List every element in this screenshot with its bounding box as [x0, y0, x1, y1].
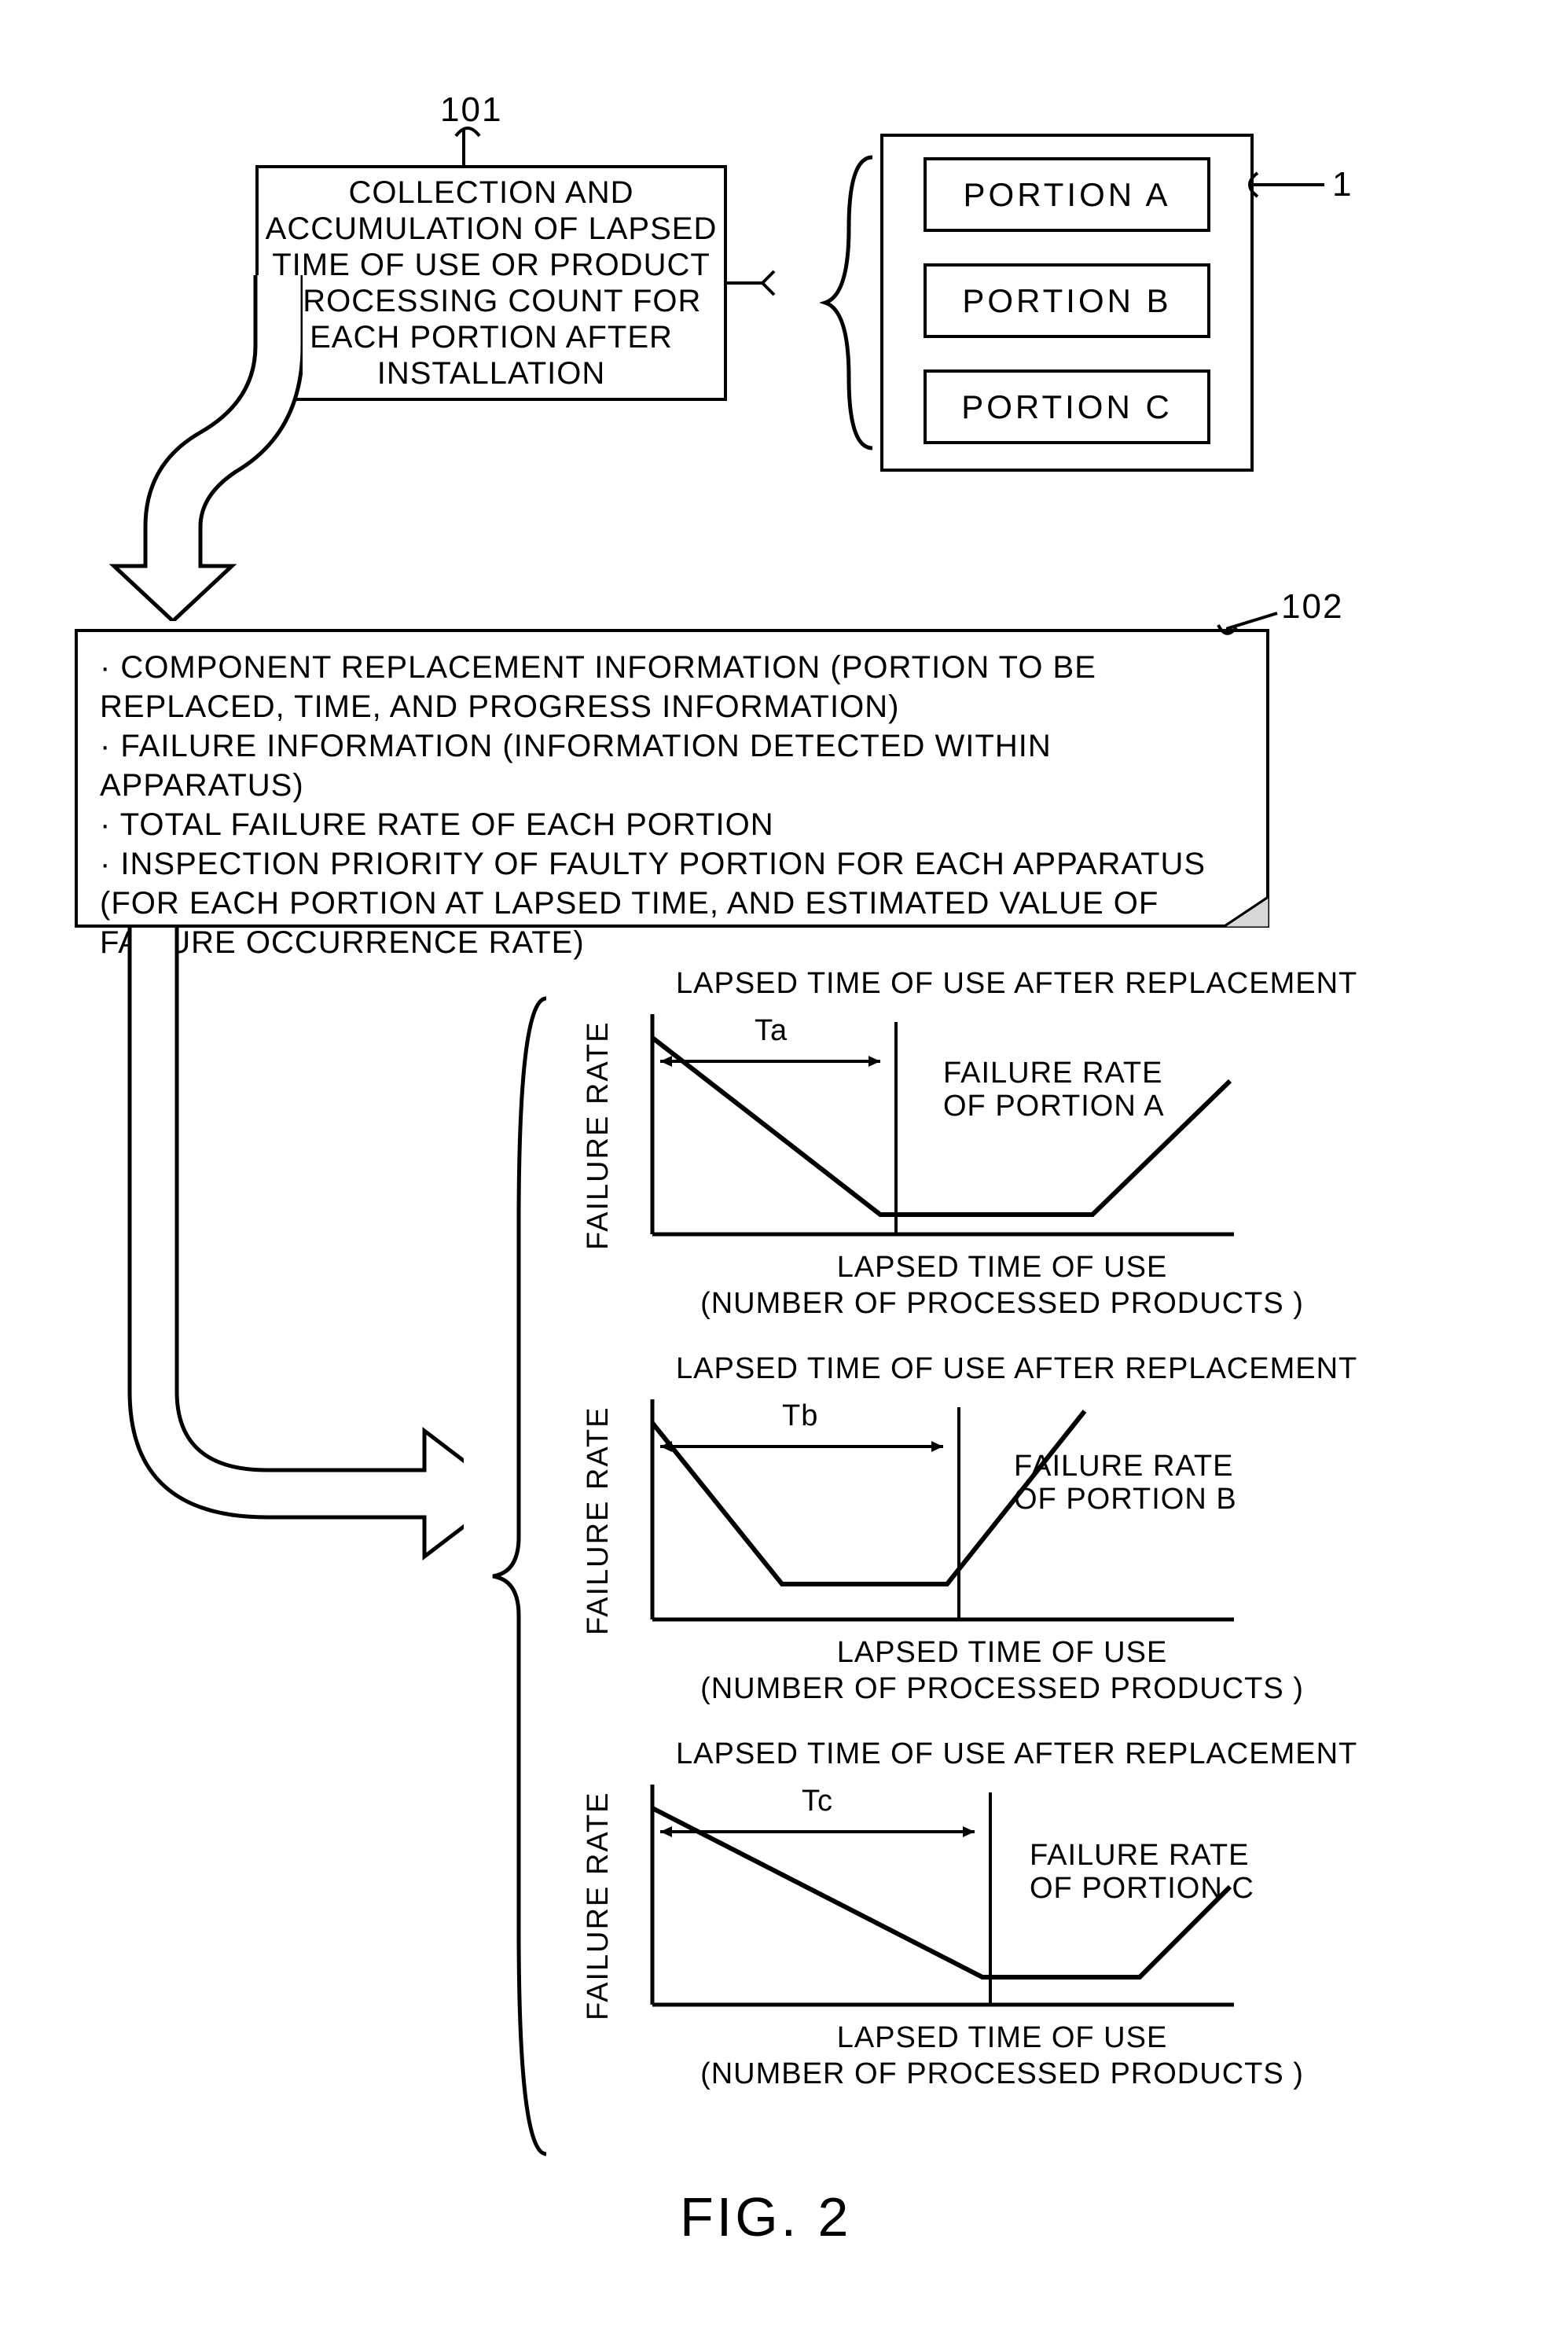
brace-charts: [483, 987, 554, 2166]
label-1: 1: [1332, 165, 1353, 204]
figure-caption: FIG. 2: [680, 2185, 851, 2248]
chart-b-inside: FAILURE RATE OF PORTION B: [1014, 1450, 1237, 1516]
label-102: 102: [1281, 587, 1343, 627]
chart-c-ylabel: FAILURE RATE: [582, 1785, 615, 2020]
chart-c: LAPSED TIME OF USE AFTER REPLACEMENT FAI…: [566, 1737, 1391, 2099]
brace-portions: [817, 149, 880, 456]
doc-fold-icon: [1222, 896, 1269, 928]
chart-c-title: LAPSED TIME OF USE AFTER REPLACEMENT: [676, 1737, 1357, 1771]
chart-b-xlabel: LAPSED TIME OF USE (NUMBER OF PROCESSED …: [589, 1635, 1415, 1707]
portion-a: PORTION A: [924, 157, 1210, 232]
chart-b: LAPSED TIME OF USE AFTER REPLACEMENT FAI…: [566, 1352, 1391, 1714]
portion-c: PORTION C: [924, 369, 1210, 444]
hook-102: [1214, 621, 1238, 641]
connector-101-portions: [727, 232, 829, 334]
chart-a-t-label: Ta: [755, 1014, 788, 1048]
box-101: COLLECTION AND ACCUMULATION OF LAPSED TI…: [255, 165, 727, 401]
chart-a-xlabel: LAPSED TIME OF USE (NUMBER OF PROCESSED …: [589, 1250, 1415, 1322]
chart-c-t-label: Tc: [802, 1785, 833, 1818]
chart-a: LAPSED TIME OF USE AFTER REPLACEMENT FAI…: [566, 967, 1391, 1329]
doc-line: · INSPECTION PRIORITY OF FAULTY PORTION …: [100, 844, 1244, 884]
chart-b-t-label: Tb: [782, 1399, 818, 1433]
chart-a-inside: FAILURE RATE OF PORTION A: [943, 1057, 1165, 1123]
doc-line: REPLACED, TIME, AND PROGRESS INFORMATION…: [100, 687, 1244, 726]
hook-101: [452, 124, 483, 140]
chart-c-xlabel: LAPSED TIME OF USE (NUMBER OF PROCESSED …: [589, 2020, 1415, 2092]
doc-box-102: · COMPONENT REPLACEMENT INFORMATION (POR…: [75, 629, 1269, 928]
chart-a-title: LAPSED TIME OF USE AFTER REPLACEMENT: [676, 967, 1357, 1001]
chart-b-ylabel: FAILURE RATE: [582, 1399, 615, 1635]
doc-line: · FAILURE INFORMATION (INFORMATION DETEC…: [100, 726, 1244, 805]
chart-b-title: LAPSED TIME OF USE AFTER REPLACEMENT: [676, 1352, 1357, 1386]
chart-a-ylabel: FAILURE RATE: [582, 1014, 615, 1250]
doc-line: · TOTAL FAILURE RATE OF EACH PORTION: [100, 805, 1244, 844]
arrow-102-to-charts: [102, 928, 464, 1580]
arrow-101-to-102: [98, 275, 303, 621]
chart-c-inside: FAILURE RATE OF PORTION C: [1030, 1840, 1254, 1906]
hook-1: [1246, 169, 1261, 200]
leader-1: [1254, 177, 1332, 193]
doc-line: · COMPONENT REPLACEMENT INFORMATION (POR…: [100, 648, 1244, 687]
doc-line: (FOR EACH PORTION AT LAPSED TIME, AND ES…: [100, 884, 1244, 923]
chart-a-plot: [644, 1006, 1242, 1250]
portion-b: PORTION B: [924, 263, 1210, 338]
